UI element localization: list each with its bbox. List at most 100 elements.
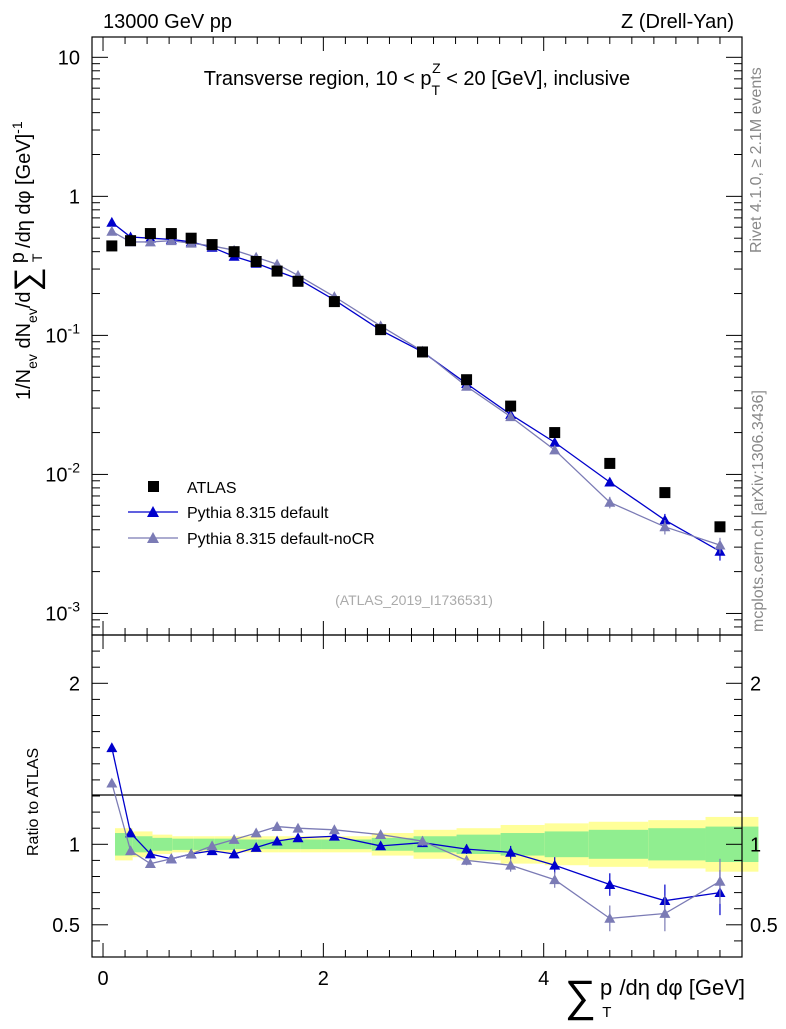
ratio-marker-0 bbox=[106, 742, 118, 753]
data-marker bbox=[328, 296, 340, 308]
plot-title: Transverse region, 10 < pTZ < 20 [GeV], … bbox=[204, 60, 630, 98]
ratio-tick-label: 0.5 bbox=[52, 915, 80, 937]
ratio-band-green bbox=[172, 838, 194, 850]
ratio-band-green bbox=[214, 838, 236, 850]
ratio-band-green bbox=[544, 831, 589, 858]
ratio-marker-1 bbox=[604, 912, 616, 923]
y-tick-label: 10-3 bbox=[45, 598, 80, 625]
y-tick-label: 1 bbox=[69, 186, 80, 208]
ratio-band-green bbox=[152, 837, 173, 851]
ratio-marker-1 bbox=[206, 840, 218, 851]
x-axis-label: ∑ p T/dη dφ [GeV] bbox=[565, 972, 745, 1021]
series-marker-2 bbox=[505, 411, 517, 422]
data-marker bbox=[185, 232, 197, 244]
ratio-band-green bbox=[193, 838, 215, 850]
legend-label-atlas: ATLAS bbox=[187, 480, 237, 497]
data-marker bbox=[228, 246, 240, 258]
data-marker bbox=[106, 240, 118, 252]
series-line-1 bbox=[111, 221, 721, 552]
data-marker bbox=[271, 265, 283, 277]
y-tick-base: 10 bbox=[45, 603, 67, 625]
ratio-marker-1 bbox=[549, 874, 561, 885]
series-marker-1 bbox=[106, 216, 118, 227]
series-marker-1 bbox=[549, 436, 561, 447]
ratio-marker-1 bbox=[125, 845, 137, 856]
ratio-marker-1 bbox=[250, 827, 262, 838]
legend: ATLAS Pythia 8.315 default Pythia 8.315 … bbox=[128, 480, 375, 548]
y-tick-exp: -2 bbox=[68, 459, 81, 475]
ratio-marker-0 bbox=[125, 827, 137, 838]
ratio-band-green bbox=[278, 839, 301, 850]
ratio-marker-1 bbox=[659, 908, 671, 918]
y-tick-label: 10 bbox=[58, 47, 80, 69]
data-marker bbox=[461, 374, 473, 386]
ratio-marker-0 bbox=[292, 832, 304, 843]
data-marker bbox=[165, 228, 177, 240]
series-marker-2 bbox=[714, 539, 726, 550]
ratio-marker-1 bbox=[144, 858, 156, 869]
y-axis-label: 1/Nev dNev/d∑pT /dη dφ [GeV]-1 bbox=[7, 121, 46, 400]
data-marker bbox=[549, 427, 561, 439]
y-tick-label: 10-1 bbox=[45, 320, 80, 347]
series-marker-2 bbox=[144, 236, 156, 247]
y-tick-label: 10-2 bbox=[45, 459, 80, 486]
x-tick-label: 2 bbox=[318, 968, 329, 990]
legend-marker-default bbox=[147, 506, 159, 517]
ratio-marker-0 bbox=[250, 842, 262, 852]
ratio-tick-label: 1 bbox=[69, 834, 80, 856]
ratio-y-label: Ratio to ATLAS bbox=[25, 748, 42, 856]
ratio-marker-0 bbox=[228, 848, 240, 859]
y-tick-exp: -1 bbox=[68, 320, 81, 336]
ratio-tick-label-right: 2 bbox=[750, 673, 761, 695]
legend-label-default: Pythia 8.315 default bbox=[187, 505, 329, 522]
y-tick-base: 10 bbox=[45, 325, 67, 347]
ratio-marker-1 bbox=[165, 853, 177, 864]
y-tick-exp: -3 bbox=[68, 598, 81, 614]
ratio-marker-0 bbox=[271, 835, 283, 846]
ratio-band-green bbox=[235, 839, 258, 850]
ratio-marker-1 bbox=[292, 822, 304, 833]
data-marker bbox=[206, 239, 218, 251]
ratio-frame bbox=[91, 634, 743, 958]
ratio-marker-1 bbox=[417, 835, 429, 846]
ratio-tick-label: 2 bbox=[69, 673, 80, 695]
analysis-id: (ATLAS_2019_I1736531) bbox=[335, 592, 493, 608]
data-marker bbox=[604, 457, 616, 469]
x-tick-label: 4 bbox=[538, 968, 549, 990]
ratio-marker-1 bbox=[461, 854, 473, 865]
series-line-2 bbox=[111, 230, 721, 546]
legend-marker-atlas bbox=[148, 481, 159, 492]
ratio-band-green bbox=[300, 839, 322, 850]
series-marker-1 bbox=[604, 476, 616, 487]
ratio-marker-1 bbox=[106, 777, 118, 788]
series-marker-2 bbox=[461, 380, 473, 391]
mcplots-label: mcplots.cern.ch [arXiv:1306.3436] bbox=[750, 390, 767, 632]
ratio-marker-1 bbox=[228, 833, 240, 844]
ratio-band-green bbox=[648, 828, 706, 861]
x-tick-label: 0 bbox=[97, 968, 108, 990]
ratio-points bbox=[106, 742, 726, 932]
ratio-panel: 0 2 4 0.5 0.5 1 1 2 2 bbox=[52, 634, 778, 990]
series-marker-1 bbox=[659, 514, 671, 525]
data-marker bbox=[125, 235, 137, 247]
y-tick-base: 10 bbox=[45, 464, 67, 486]
ratio-marker-1 bbox=[505, 859, 517, 870]
ratio-band-green bbox=[321, 839, 372, 850]
ratio-axis-ticks: 0 2 4 0.5 0.5 1 1 2 2 bbox=[52, 635, 778, 990]
header-left: 13000 GeV pp bbox=[103, 11, 232, 33]
ratio-marker-0 bbox=[375, 840, 387, 851]
legend-label-nocr: Pythia 8.315 default-noCR bbox=[187, 531, 375, 548]
header-right: Z (Drell-Yan) bbox=[621, 11, 734, 33]
series-marker-2 bbox=[549, 444, 561, 455]
data-marker bbox=[714, 521, 726, 533]
ratio-marker-0 bbox=[461, 843, 473, 854]
series-marker-2 bbox=[659, 521, 671, 532]
ratio-marker-0 bbox=[604, 879, 616, 889]
ratio-tick-label-right: 1 bbox=[750, 834, 761, 856]
data-marker bbox=[505, 400, 517, 412]
data-marker bbox=[375, 324, 387, 336]
data-marker bbox=[144, 228, 156, 240]
